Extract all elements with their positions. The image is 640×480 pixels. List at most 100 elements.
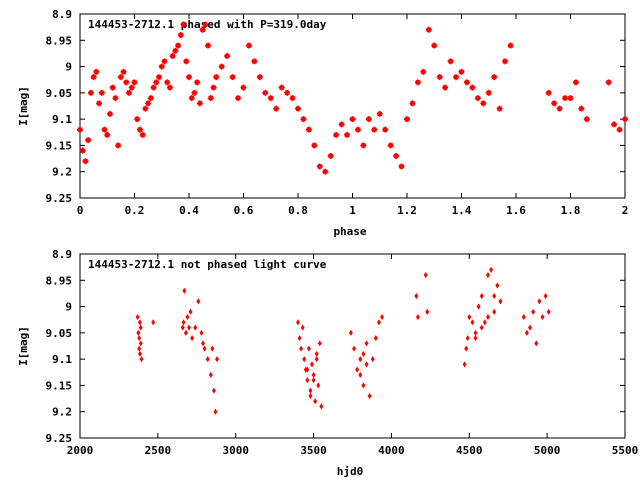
data-point xyxy=(96,100,103,107)
data-point xyxy=(208,371,213,378)
y-tick-label: 9.15 xyxy=(46,139,73,152)
data-point xyxy=(79,147,86,154)
y-tick-label: 9.1 xyxy=(52,353,72,366)
data-point xyxy=(305,366,310,373)
data-points xyxy=(77,21,628,175)
data-point xyxy=(425,26,432,33)
data-point xyxy=(365,116,372,123)
data-point xyxy=(273,105,280,112)
data-point xyxy=(361,350,366,357)
x-axis-label: hjd0 xyxy=(337,465,364,478)
data-point xyxy=(302,356,307,363)
plot-frame xyxy=(79,253,626,439)
data-point xyxy=(177,32,184,39)
data-point xyxy=(175,42,182,49)
x-tick-label: 4500 xyxy=(456,444,483,457)
data-point xyxy=(540,314,545,321)
x-tick-label: 5500 xyxy=(612,444,639,457)
data-point xyxy=(583,116,590,123)
data-point xyxy=(213,408,218,415)
data-point xyxy=(317,340,322,347)
data-point xyxy=(496,105,503,112)
data-point xyxy=(93,68,100,75)
data-point xyxy=(311,371,316,378)
data-point xyxy=(201,340,205,347)
data-point xyxy=(137,345,142,352)
data-point xyxy=(199,26,206,33)
data-point xyxy=(90,74,97,81)
data-point xyxy=(464,345,469,352)
data-point xyxy=(305,126,312,133)
data-point xyxy=(373,335,378,342)
data-point xyxy=(188,308,193,315)
data-point xyxy=(181,319,186,326)
data-point xyxy=(420,68,427,75)
y-tick-label: 8.9 xyxy=(52,248,72,261)
data-point xyxy=(196,100,203,107)
data-point xyxy=(462,361,467,368)
data-point xyxy=(218,63,225,70)
data-point xyxy=(572,79,579,86)
data-point xyxy=(616,126,623,133)
data-point xyxy=(371,126,378,133)
data-point xyxy=(137,350,142,357)
data-point xyxy=(296,319,300,326)
data-point xyxy=(245,42,252,49)
data-point xyxy=(370,356,375,363)
data-point xyxy=(502,58,509,65)
data-point xyxy=(153,79,160,86)
data-point xyxy=(524,329,529,336)
data-point xyxy=(314,350,319,357)
y-tick-label: 9.25 xyxy=(46,432,73,445)
data-point xyxy=(224,53,231,60)
x-tick-label: 2000 xyxy=(67,444,94,457)
data-point xyxy=(352,345,357,352)
data-point xyxy=(344,131,351,138)
data-point xyxy=(142,105,149,112)
data-point xyxy=(190,335,195,342)
x-tick-label: 4000 xyxy=(378,444,405,457)
data-point xyxy=(507,42,514,49)
data-point xyxy=(313,398,318,405)
data-point xyxy=(479,293,484,300)
data-point xyxy=(137,319,142,326)
data-point xyxy=(145,100,152,107)
phased-light-curve-panel: 144453-2712.1 phased with P=319.0day pha… xyxy=(17,8,628,238)
data-point xyxy=(333,131,340,138)
data-point xyxy=(474,95,481,102)
data-point xyxy=(185,314,190,321)
data-point xyxy=(476,303,481,310)
data-point xyxy=(134,116,141,123)
data-point xyxy=(295,105,301,112)
x-tick-label: 0.6 xyxy=(234,204,254,217)
data-point xyxy=(126,89,133,96)
data-point xyxy=(158,63,165,70)
data-point xyxy=(139,131,146,138)
data-point xyxy=(531,308,536,315)
data-point xyxy=(82,158,89,165)
data-point xyxy=(473,329,478,336)
data-point xyxy=(453,74,460,81)
data-point xyxy=(191,89,198,96)
data-point xyxy=(489,266,494,273)
axis-ticks: 0 0.2 0.4 0.6 0.8 1 1.2 1.4 1.6 1.8 2 8.9 8.95 9 9.05 9… xyxy=(46,8,629,217)
data-point xyxy=(284,89,291,96)
x-tick-label: 3500 xyxy=(300,444,327,457)
data-point xyxy=(458,68,465,75)
data-point xyxy=(305,377,310,384)
data-point xyxy=(578,105,585,112)
data-point xyxy=(180,21,187,28)
data-point xyxy=(338,121,345,128)
data-point xyxy=(172,47,179,54)
data-point xyxy=(377,319,381,326)
data-point xyxy=(479,324,484,331)
data-point xyxy=(210,345,215,352)
data-point xyxy=(360,142,367,149)
data-point xyxy=(87,89,94,96)
data-point xyxy=(136,126,143,133)
data-point xyxy=(486,271,490,279)
data-point xyxy=(387,142,394,149)
data-point xyxy=(136,329,141,336)
data-point xyxy=(319,403,324,410)
